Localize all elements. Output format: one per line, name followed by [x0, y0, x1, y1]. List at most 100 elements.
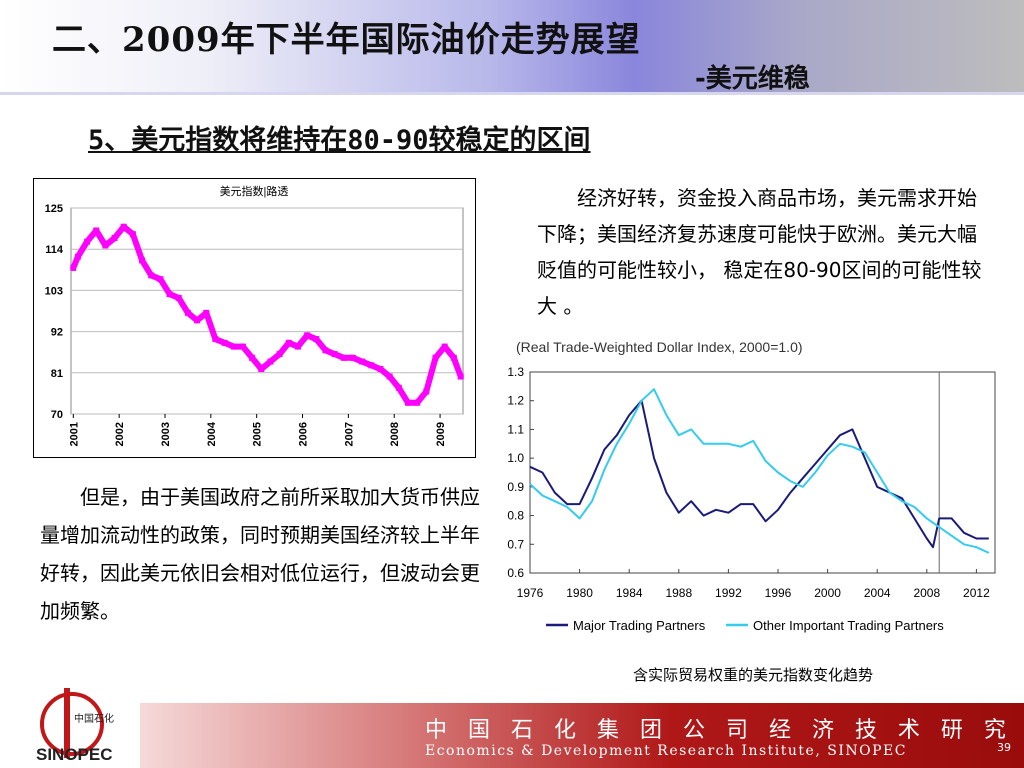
chart2-xtick-label: 1996	[765, 586, 792, 600]
chart1-data-point	[203, 309, 210, 316]
chart2-ytick-label: 0.6	[507, 566, 524, 580]
chart2-series-line	[529, 388, 990, 554]
chart1-data-point	[212, 336, 219, 343]
chart1-data-point	[304, 332, 311, 339]
logo-chinese-text: 中国石化	[74, 712, 114, 725]
chart1-xtick-label: 2002	[114, 422, 126, 446]
chart1-data-point	[450, 354, 457, 361]
slide-subtitle: -美元维稳	[695, 64, 810, 94]
chart1-data-point	[368, 362, 375, 369]
chart1-data-point	[395, 384, 402, 391]
chart1-data-point	[111, 234, 118, 241]
chart2-title: (Real Trade-Weighted Dollar Index, 2000=…	[516, 339, 803, 355]
chart1-data-point	[349, 354, 356, 361]
chart2-xtick-label: 1988	[665, 586, 692, 600]
chart1-data-point	[239, 343, 246, 350]
chart2-ytick-label: 0.8	[507, 509, 524, 523]
chart1-data-point	[102, 242, 109, 249]
chart1-data-point	[404, 399, 411, 406]
chart1-data-point	[377, 366, 384, 373]
footer-org-chinese: 中 国 石 化 集 团 公 司 经 济 技 术 研 究 院	[425, 718, 1024, 743]
chart2-xtick-label: 2012	[963, 586, 990, 600]
slide-title: 二、2009年下半年国际油价走势展望	[52, 20, 641, 60]
chart1-data-point	[322, 347, 329, 354]
chart1-data-point	[331, 351, 338, 358]
chart2-xtick-label: 1984	[616, 586, 643, 600]
chart2-plot-area	[529, 371, 996, 574]
chart1-xtick-label: 2006	[298, 422, 310, 446]
chart1-data-point	[359, 358, 366, 365]
chart-caption: 含实际贸易权重的美元指数变化趋势	[633, 666, 874, 684]
chart1-data-point	[120, 223, 127, 230]
chart2-legend-label: Other Important Trading Partners	[753, 618, 944, 633]
real-dollar-index-chart: (Real Trade-Weighted Dollar Index, 2000=…	[507, 339, 996, 633]
chart1-data-point	[423, 388, 430, 395]
page-number: 39	[997, 741, 1011, 754]
chart1-data-point	[267, 358, 274, 365]
chart2-ytick-label: 1.2	[507, 394, 524, 408]
chart1-xtick-label: 2001	[68, 422, 80, 446]
chart1-title: 美元指数|路透	[220, 184, 289, 198]
chart2-ytick-label: 1.3	[507, 365, 524, 379]
section-heading: 5、美元指数将维持在80-90较稳定的区间	[88, 125, 591, 156]
chart1-data-point	[432, 354, 439, 361]
chart2-series-line	[529, 399, 989, 549]
chart1-data-point	[457, 373, 464, 380]
chart1-ytick-label: 81	[51, 368, 63, 380]
chart2-xtick-label: 1980	[566, 586, 593, 600]
chart2-ytick-label: 0.9	[507, 480, 524, 494]
chart1-xtick-label: 2003	[160, 422, 172, 446]
chart1-data-point	[129, 231, 136, 238]
chart2-xtick-label: 2004	[864, 586, 891, 600]
logo-text: SINOPEC	[36, 745, 113, 764]
chart1-xtick-label: 2005	[252, 422, 264, 446]
chart1-ytick-label: 103	[45, 285, 63, 297]
sinopec-logo: 中国石化 SINOPEC	[36, 688, 114, 764]
chart1-data-point	[276, 351, 283, 358]
chart1-data-point	[230, 343, 237, 350]
paragraph-right: 经济好转，资金投入商品市场，美元需求开始下降；美国经济复苏速度可能快于欧洲。美元…	[537, 186, 982, 318]
chart1-ytick-label: 114	[45, 244, 64, 256]
chart1-data-point	[74, 253, 81, 260]
chart1-frame	[33, 178, 476, 458]
chart1-data-point	[93, 227, 100, 234]
chart1-ytick-label: 125	[45, 203, 63, 215]
chart1-data-point	[139, 257, 146, 264]
chart2-legend-label: Major Trading Partners	[573, 618, 706, 633]
chart2-xtick-label: 1992	[715, 586, 742, 600]
chart1-data-point	[166, 291, 173, 298]
chart1-xtick-label: 2007	[343, 422, 355, 446]
chart1-data-point	[340, 354, 347, 361]
chart2-ytick-label: 0.7	[507, 537, 524, 551]
chart1-data-point	[70, 264, 77, 271]
chart1-data-point	[157, 276, 164, 283]
chart2-ytick-label: 1.1	[507, 422, 524, 436]
chart1-data-point	[313, 336, 320, 343]
chart1-data-point	[294, 343, 301, 350]
chart1-xtick-label: 2004	[206, 421, 218, 446]
chart1-data-point	[175, 294, 182, 301]
paragraph-left: 但是，由于美国政府之前所采取加大货币供应量增加流动性的政策，同时预期美国经济较上…	[40, 485, 480, 623]
chart2-xtick-label: 1976	[517, 586, 544, 600]
footer-bar	[140, 703, 1024, 768]
usd-index-chart: 美元指数|路透 70 81 92 103 114 125 2001 2002 2003 2004…	[33, 178, 476, 458]
chart1-data-point	[285, 339, 292, 346]
chart1-xtick-label: 2009	[435, 422, 447, 446]
chart1-xtick-label: 2008	[389, 422, 401, 446]
chart1-data-point	[148, 272, 155, 279]
chart1-data-point	[258, 366, 265, 373]
chart2-ytick-label: 1.0	[507, 451, 524, 465]
chart2-xtick-label: 2000	[814, 586, 841, 600]
chart1-data-point	[84, 238, 91, 245]
chart1-ytick-label: 70	[51, 409, 63, 421]
chart1-ytick-label: 92	[51, 327, 63, 339]
chart1-data-point	[249, 354, 256, 361]
chart1-data-point	[194, 317, 201, 324]
chart1-data-point	[184, 309, 191, 316]
chart1-data-point	[414, 399, 421, 406]
chart1-data-point	[386, 373, 393, 380]
header-band	[0, 0, 1024, 95]
chart1-data-point	[221, 339, 228, 346]
chart2-xtick-label: 2008	[913, 586, 940, 600]
chart1-data-point	[441, 343, 448, 350]
